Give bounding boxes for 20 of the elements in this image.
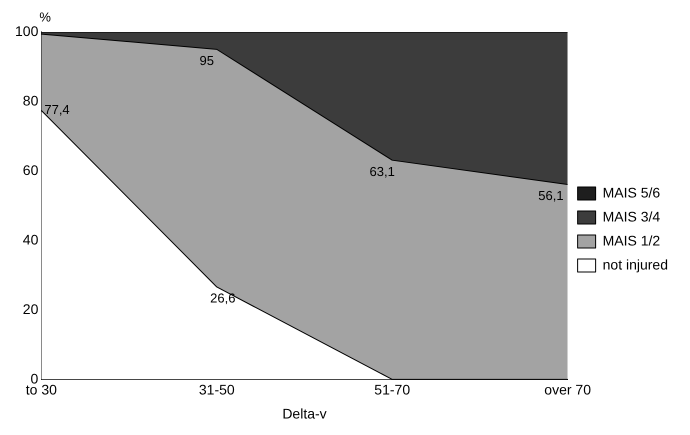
data-label: 77,4 [44,102,70,118]
x-tick-label: 51-70 [374,382,410,398]
y-tick-label: 0 [30,370,39,386]
y-tick-label: 60 [22,162,39,178]
data-label: 95 [200,52,214,68]
y-tick-label: 20 [22,300,39,317]
x-axis-title: Delta-v [282,405,327,422]
y-tick-label: 80 [22,92,39,108]
x-tick-label: over 70 [544,382,592,398]
data-label: 63,1 [370,164,395,179]
y-axis-title: % [39,10,52,25]
y-tick-label: 40 [22,231,39,248]
legend-label: MAIS 3/4 [602,208,660,224]
data-label: 26,6 [210,290,236,306]
data-label: 56,1 [538,188,564,204]
legend-label: not injured [602,256,668,272]
y-tick-label: 100 [15,22,39,39]
legend-label: MAIS 5/6 [602,184,660,200]
x-tick-label: 31-50 [198,382,235,398]
legend-label: MAIS 1/2 [602,232,660,248]
